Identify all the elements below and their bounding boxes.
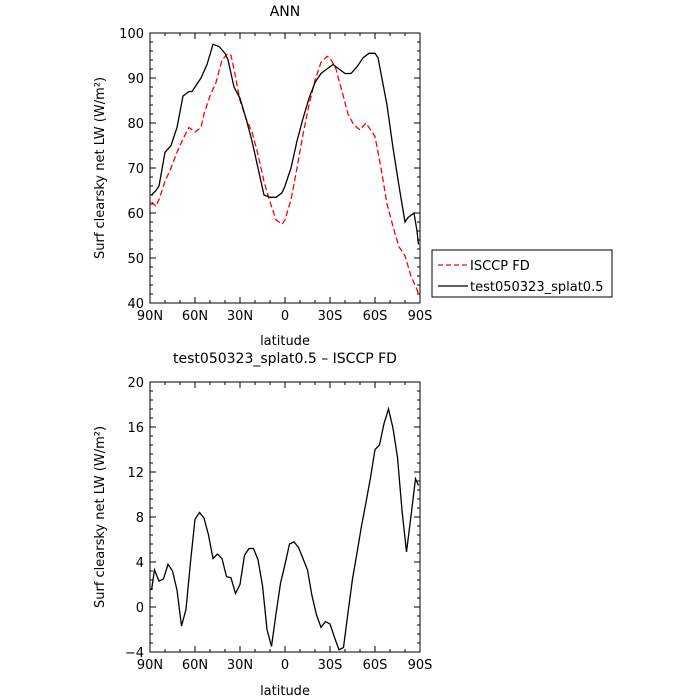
bottom-y-tick-label: 20 — [127, 376, 144, 391]
top-y-tick-label: 60 — [127, 207, 144, 222]
top-y-tick-label: 50 — [127, 252, 144, 267]
bottom-x-axis-label: latitude — [260, 684, 310, 699]
legend-box — [431, 249, 613, 298]
top-panel: ANN 90N 60N 30N 0 30S 60S 90S 40 50 60 70 80 90 100 l… — [93, 4, 613, 349]
top-x-tick-label: 30N — [227, 309, 253, 324]
top-series-line-isccp-fd — [151, 52, 420, 295]
top-y-tick-label: 100 — [119, 27, 144, 42]
bottom-panel: test050323_splat0.5 – ISCCP FD 90N 60N 30N… — [93, 351, 432, 699]
top-x-tick-label: 30S — [318, 309, 343, 324]
top-x-tick-label: 0 — [281, 309, 289, 324]
bottom-series-line-difference — [150, 406, 420, 651]
bottom-plot-frame — [149, 381, 421, 653]
bottom-chart-title: test050323_splat0.5 – ISCCP FD — [173, 351, 397, 367]
bottom-y-tick-label: 0 — [136, 601, 144, 616]
bottom-x-tick-label: 30S — [318, 658, 343, 673]
bottom-x-tick-label: 30N — [227, 658, 253, 673]
top-x-tick-label: 60S — [363, 309, 388, 324]
bottom-y-tick-label: 8 — [136, 511, 144, 526]
top-x-axis-label: latitude — [260, 334, 310, 349]
top-chart-title: ANN — [270, 4, 301, 20]
bottom-x-tick-label: 60N — [182, 658, 208, 673]
top-y-tick-label: 80 — [127, 117, 144, 132]
top-y-tick-label: 70 — [127, 162, 144, 177]
top-x-tick-label: 90S — [408, 309, 433, 324]
bottom-x-tick-label: 60S — [363, 658, 388, 673]
bottom-y-tick-label: −4 — [125, 646, 144, 661]
top-legend: ISCCP FD test050323_splat0.5 — [431, 249, 613, 298]
top-series-line-test050323-splat0-5 — [151, 43, 420, 245]
legend-label-test: test050323_splat0.5 — [470, 280, 603, 295]
top-y-axis-label: Surf clearsky net LW (W/m²) — [93, 77, 108, 259]
legend-label-isccp: ISCCP FD — [470, 259, 530, 274]
bottom-y-tick-label: 12 — [127, 466, 144, 481]
bottom-y-tick-label: 16 — [127, 421, 144, 436]
top-x-tick-label: 90N — [137, 309, 163, 324]
top-y-tick-label: 90 — [127, 72, 144, 87]
bottom-x-tick-label: 0 — [281, 658, 289, 673]
bottom-y-axis-label: Surf clearsky net LW (W/m²) — [93, 426, 108, 608]
top-plot-frame — [149, 32, 421, 304]
bottom-x-tick-label: 90S — [408, 658, 433, 673]
bottom-x-tick-label: 90N — [137, 658, 163, 673]
top-y-tick-label: 40 — [127, 297, 144, 312]
top-x-tick-label: 60N — [182, 309, 208, 324]
bottom-y-tick-label: 4 — [136, 556, 144, 571]
